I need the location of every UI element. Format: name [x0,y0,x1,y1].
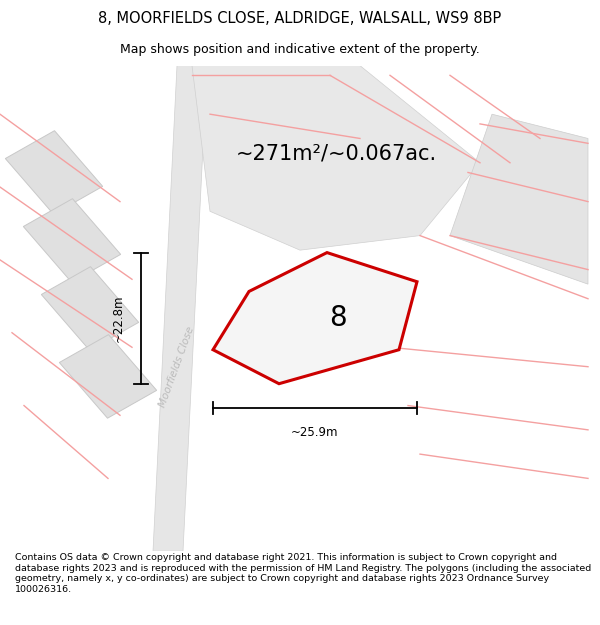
Text: ~271m²/~0.067ac.: ~271m²/~0.067ac. [235,143,437,163]
Polygon shape [192,66,480,250]
Text: ~25.9m: ~25.9m [291,426,339,439]
Text: 8: 8 [329,304,347,332]
Polygon shape [59,334,157,418]
Polygon shape [23,199,121,282]
Text: 8, MOORFIELDS CLOSE, ALDRIDGE, WALSALL, WS9 8BP: 8, MOORFIELDS CLOSE, ALDRIDGE, WALSALL, … [98,11,502,26]
Polygon shape [450,114,588,284]
Polygon shape [153,66,207,551]
Text: Moorfields Close: Moorfields Close [158,325,196,409]
Polygon shape [5,131,103,214]
Text: Contains OS data © Crown copyright and database right 2021. This information is : Contains OS data © Crown copyright and d… [15,553,591,594]
Text: ~22.8m: ~22.8m [112,294,125,342]
Polygon shape [213,253,417,384]
Text: Map shows position and indicative extent of the property.: Map shows position and indicative extent… [120,42,480,56]
Polygon shape [41,267,139,350]
